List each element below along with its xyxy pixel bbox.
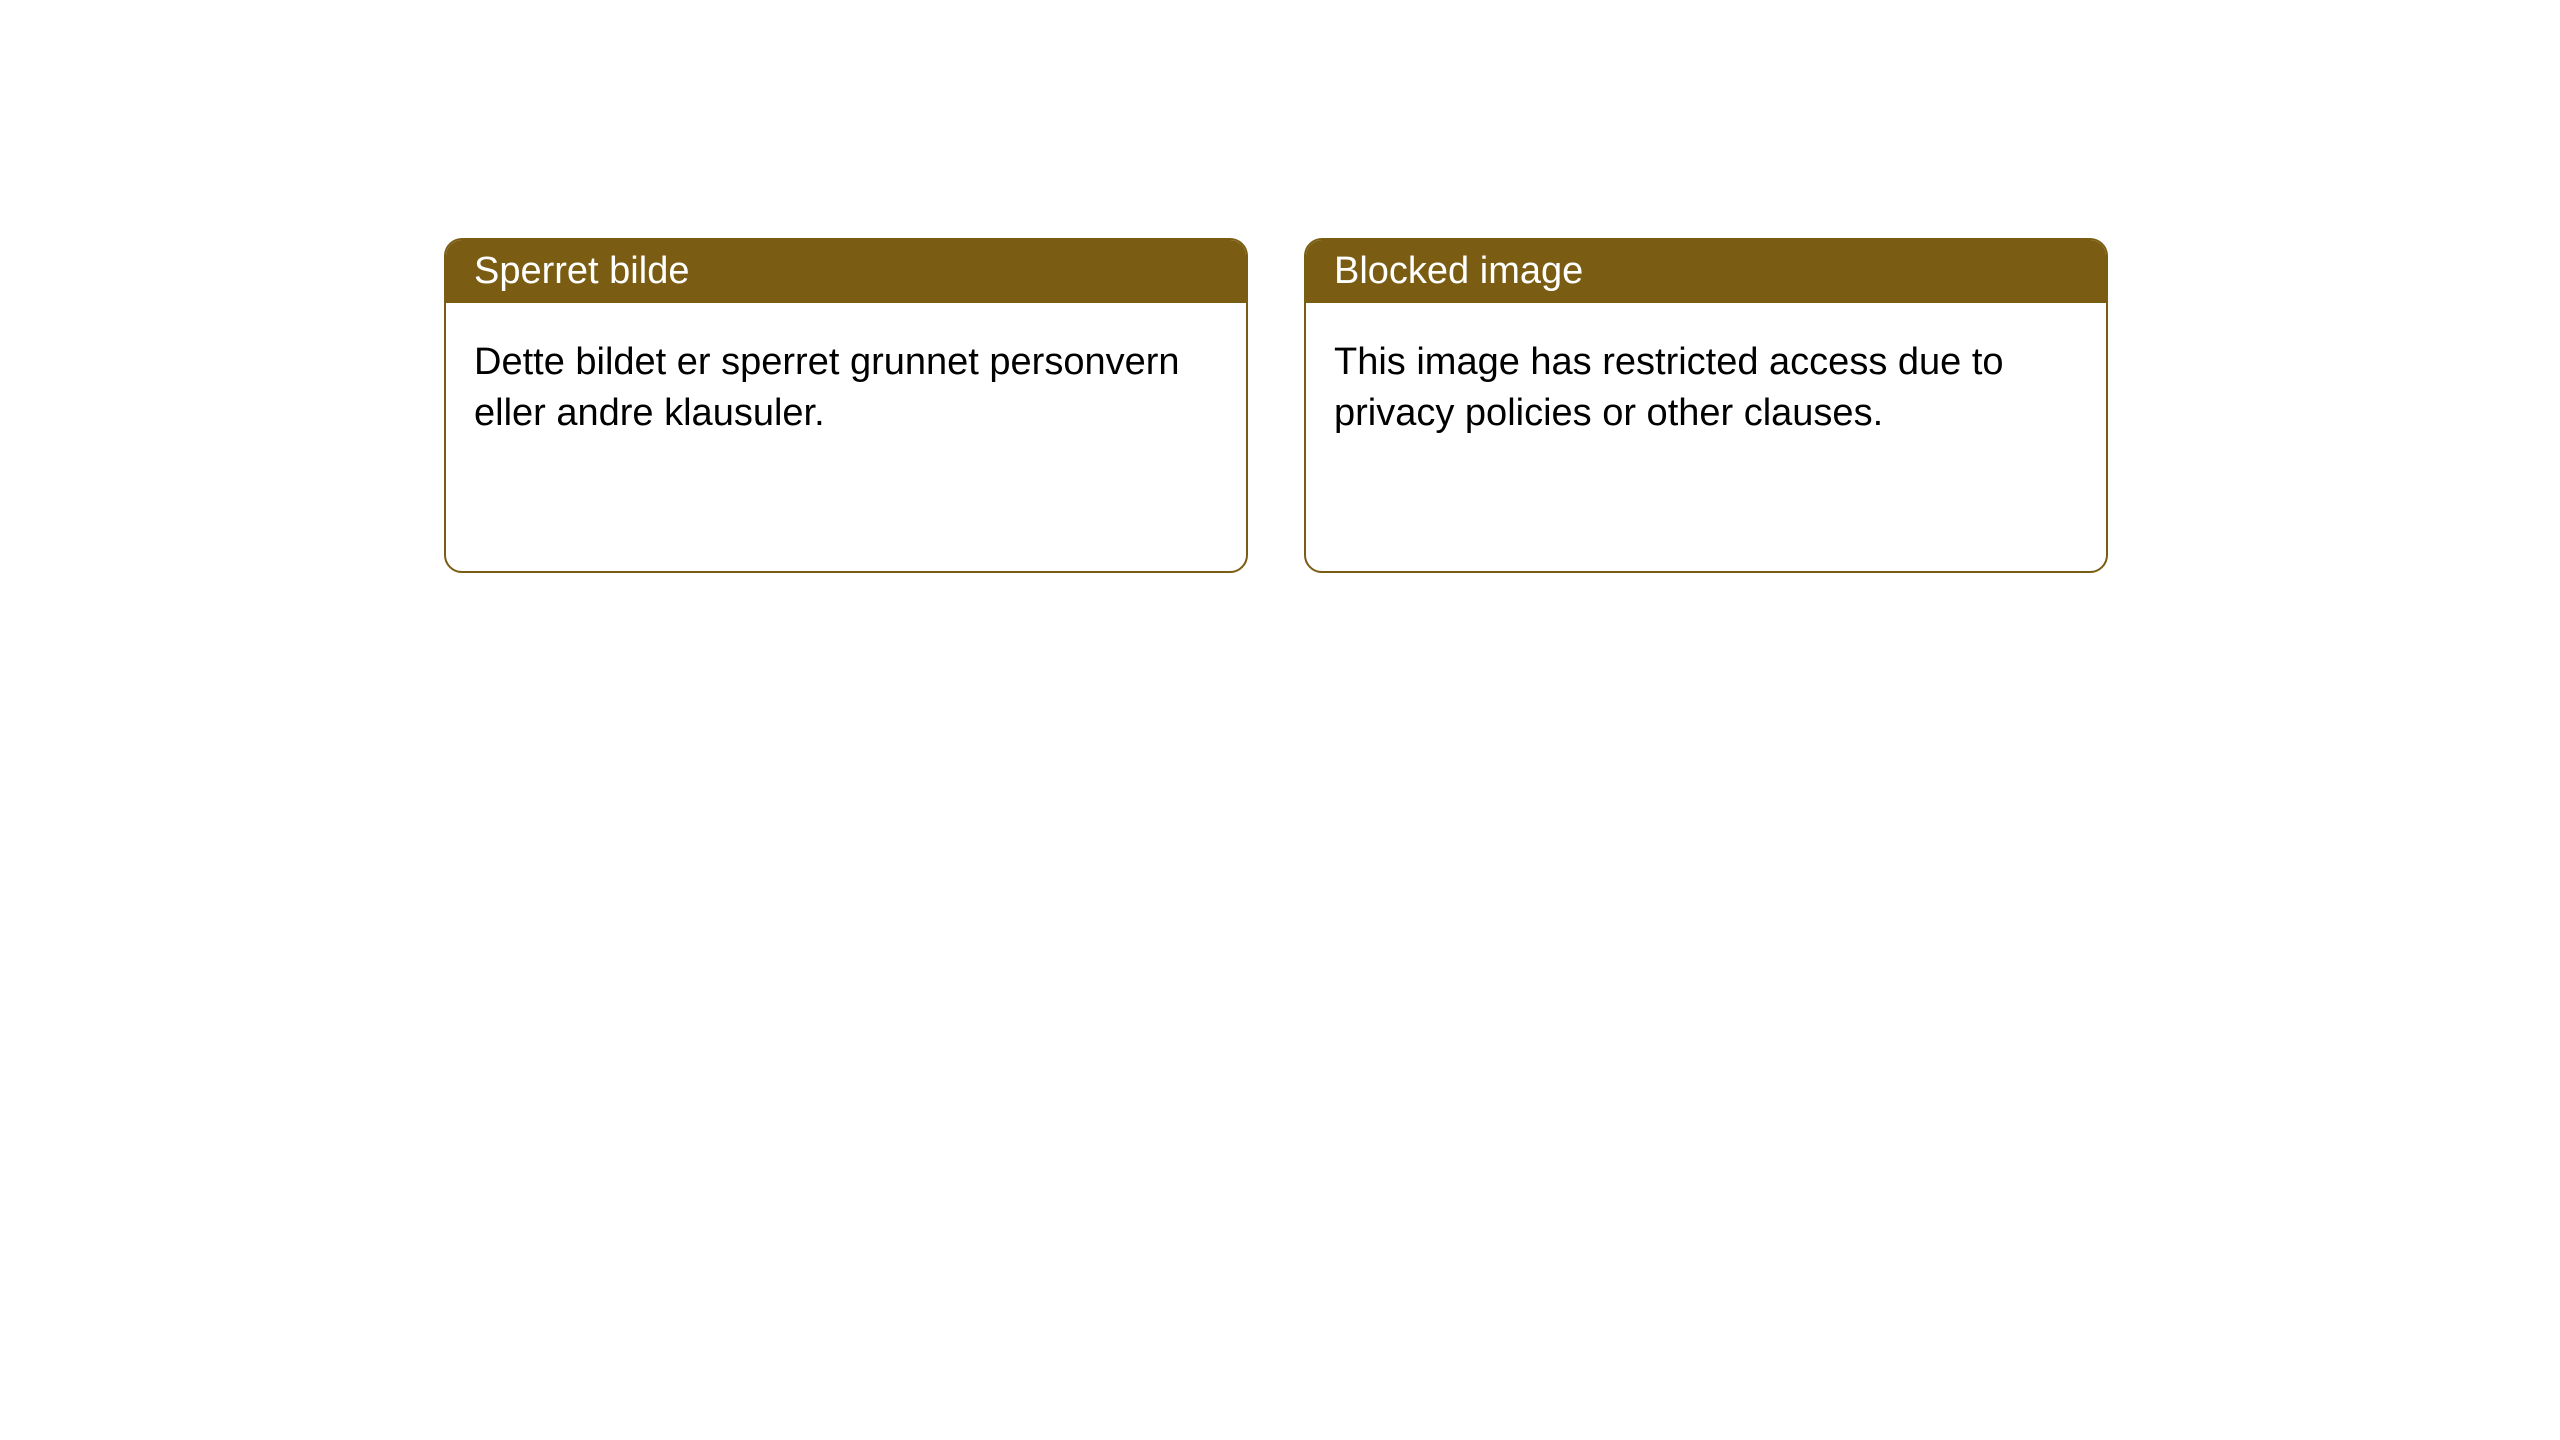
- notice-body-text: This image has restricted access due to …: [1334, 341, 2004, 434]
- notice-title: Blocked image: [1334, 250, 1583, 292]
- notice-body-text: Dette bildet er sperret grunnet personve…: [474, 341, 1180, 434]
- notice-body: Dette bildet er sperret grunnet personve…: [446, 303, 1246, 474]
- notice-body: This image has restricted access due to …: [1306, 303, 2106, 474]
- notice-container: Sperret bilde Dette bildet er sperret gr…: [0, 0, 2560, 573]
- notice-title: Sperret bilde: [474, 250, 689, 292]
- notice-header: Blocked image: [1306, 240, 2106, 303]
- notice-card-norwegian: Sperret bilde Dette bildet er sperret gr…: [444, 238, 1248, 573]
- notice-card-english: Blocked image This image has restricted …: [1304, 238, 2108, 573]
- notice-header: Sperret bilde: [446, 240, 1246, 303]
